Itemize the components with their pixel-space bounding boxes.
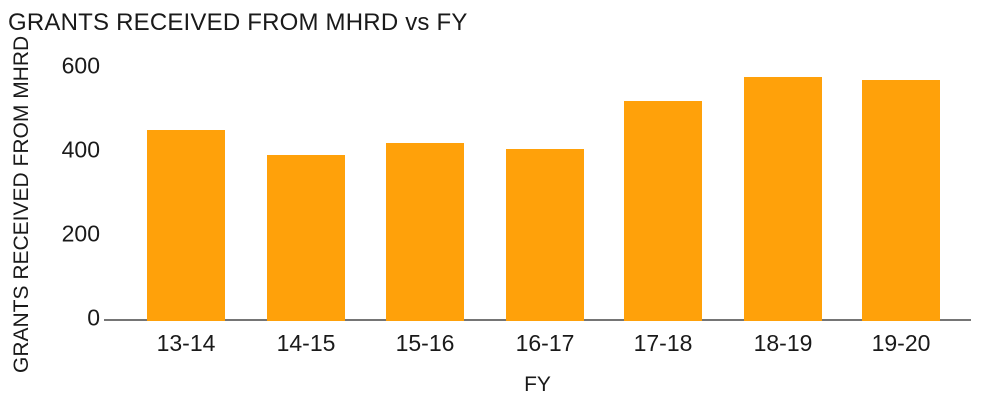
bar-18-19 <box>744 77 822 321</box>
x-tick-19-20: 19-20 <box>871 330 931 356</box>
x-tick-16-17: 16-17 <box>515 330 575 356</box>
chart-title: GRANTS RECEIVED FROM MHRD vs FY <box>8 9 468 36</box>
x-tick-18-19: 18-19 <box>753 330 813 356</box>
y-tick-400: 400 <box>61 136 100 163</box>
y-tick-200: 200 <box>61 220 100 247</box>
bar-13-14 <box>147 130 225 321</box>
bar-16-17 <box>506 149 584 321</box>
bar-14-15 <box>267 155 345 321</box>
y-tick-0: 0 <box>87 304 100 331</box>
y-tick-600: 600 <box>61 52 100 79</box>
x-tick-17-18: 17-18 <box>633 330 693 356</box>
x-tick-15-16: 15-16 <box>395 330 455 356</box>
x-axis-label: FY <box>524 373 551 396</box>
bar-19-20 <box>862 80 940 321</box>
bar-15-16 <box>386 143 464 321</box>
bar-17-18 <box>624 101 702 321</box>
x-tick-14-15: 14-15 <box>276 330 336 356</box>
plot-area <box>104 66 971 321</box>
x-tick-13-14: 13-14 <box>156 330 216 356</box>
